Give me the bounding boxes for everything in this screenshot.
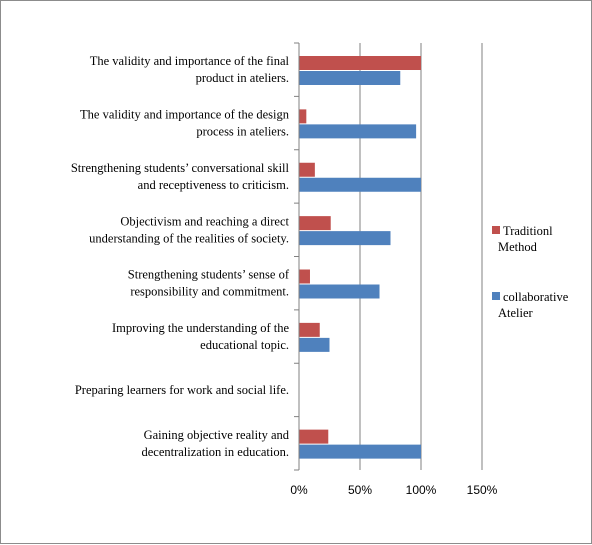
bar-s1-c2 xyxy=(299,177,421,192)
category-label-2-0: Strengthening students’ conversational s… xyxy=(71,161,290,175)
bar-s0-c3 xyxy=(299,216,331,231)
legend-label-1-1: Atelier xyxy=(498,306,534,320)
bar-s0-c1 xyxy=(299,109,307,124)
category-label-3-1: understanding of the realities of societ… xyxy=(89,231,289,245)
category-label-7-1: decentralization in education. xyxy=(141,445,289,459)
bar-s0-c5 xyxy=(299,322,320,337)
category-label-4-0: Strengthening students’ sense of xyxy=(128,268,290,282)
category-label-1-0: The validity and importance of the desig… xyxy=(80,108,290,122)
bar-s0-c0 xyxy=(299,56,421,70)
legend-swatch-1 xyxy=(492,292,500,300)
bar-s1-c5 xyxy=(299,337,330,352)
category-label-7-0: Gaining objective reality and xyxy=(144,428,290,442)
x-tick-label-2: 100% xyxy=(406,483,437,497)
bar-s0-c2 xyxy=(299,162,315,177)
bar-s1-c0 xyxy=(299,71,401,85)
category-label-5-0: Improving the understanding of the xyxy=(112,321,289,335)
category-label-4-1: responsibility and commitment. xyxy=(130,285,289,299)
bar-s1-c7 xyxy=(299,444,421,459)
legend-label-0-0: Traditionl xyxy=(503,224,553,238)
bar-s1-c1 xyxy=(299,124,417,139)
bar-s0-c4 xyxy=(299,269,310,284)
legend-label-0-1: Method xyxy=(498,240,538,254)
category-label-2-1: and receptiveness to criticism. xyxy=(138,178,289,192)
category-label-6-0: Preparing learners for work and social l… xyxy=(75,383,289,397)
x-tick-label-0: 0% xyxy=(290,483,308,497)
bar-s1-c4 xyxy=(299,284,380,299)
bar-s0-c7 xyxy=(299,429,329,444)
legend-label-1-0: collaborative xyxy=(503,290,569,304)
legend-swatch-0 xyxy=(492,226,500,234)
x-tick-label-3: 150% xyxy=(467,483,498,497)
category-label-5-1: educational topic. xyxy=(200,338,289,352)
category-label-0-0: The validity and importance of the final xyxy=(90,54,290,68)
category-label-3-0: Objectivism and reaching a direct xyxy=(120,214,289,228)
bar-s1-c3 xyxy=(299,231,391,246)
x-tick-label-1: 50% xyxy=(348,483,372,497)
category-label-1-1: process in ateliers. xyxy=(196,125,289,139)
category-label-0-1: product in ateliers. xyxy=(196,71,289,85)
